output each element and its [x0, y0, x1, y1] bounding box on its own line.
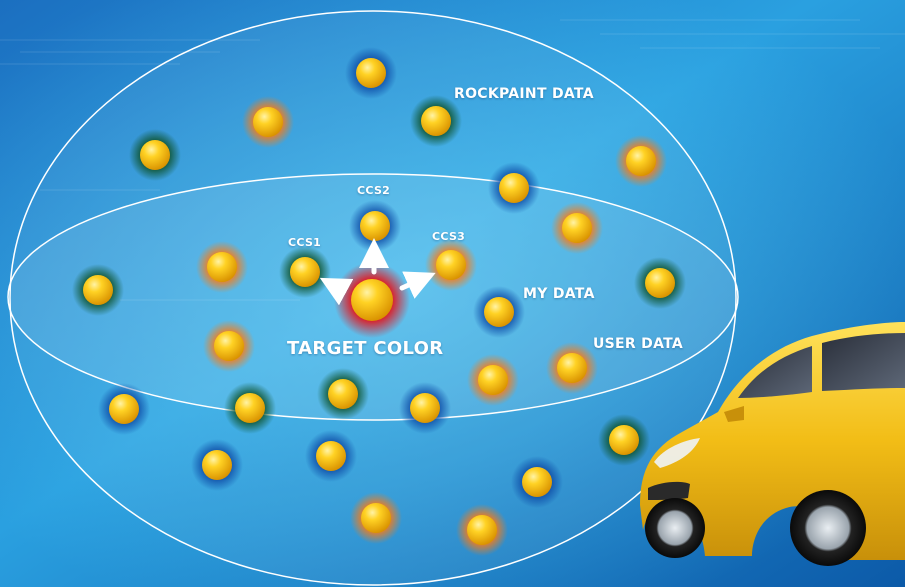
sphere-core: [356, 58, 386, 88]
orange-data-point: [615, 135, 667, 187]
sphere-core: [140, 140, 170, 170]
arrow-to-ccs3: [399, 271, 436, 299]
sphere-core: [253, 107, 283, 137]
green-data-point: [129, 129, 181, 181]
sphere-core: [484, 297, 514, 327]
sphere-core: [109, 394, 139, 424]
rockpaint-data-label: ROCKPAINT DATA: [454, 86, 594, 102]
sphere-core: [557, 353, 587, 383]
sphere-core: [522, 467, 552, 497]
car-grille: [648, 481, 690, 500]
sphere-core: [499, 173, 529, 203]
orange-data-point: [425, 239, 477, 291]
orange-data-point: [551, 202, 603, 254]
sphere-core: [609, 425, 639, 455]
sphere-core: [410, 393, 440, 423]
sphere-core: [626, 146, 656, 176]
green-data-point: [410, 95, 462, 147]
orange-data-point: [350, 492, 402, 544]
sphere-core: [328, 379, 358, 409]
sphere-core: [467, 515, 497, 545]
blue-data-point: [511, 456, 563, 508]
blue-data-point: [98, 383, 150, 435]
green-data-point: [317, 368, 369, 420]
sphere-core: [478, 365, 508, 395]
car-rear-wheel: [790, 490, 866, 566]
green-data-point: [279, 246, 331, 298]
background-texture: [0, 19, 905, 301]
sphere-core: [436, 250, 466, 280]
user-data-label: USER DATA: [593, 336, 684, 352]
blue-data-point: [488, 162, 540, 214]
sphere-core: [214, 331, 244, 361]
sphere-core: [202, 450, 232, 480]
orange-data-point: [546, 342, 598, 394]
car-illustration: [640, 322, 905, 566]
blue-data-point: [191, 439, 243, 491]
arrow-to-ccs1: [319, 277, 354, 306]
sphere-core: [360, 211, 390, 241]
orange-data-point: [456, 504, 508, 556]
orange-data-point: [196, 241, 248, 293]
ccs2-label: CCS2: [357, 184, 391, 197]
car-window-rear: [822, 333, 905, 391]
sphere-core: [83, 275, 113, 305]
sphere-core: [562, 213, 592, 243]
green-data-point: [72, 264, 124, 316]
ccs3-label: CCS3: [432, 230, 466, 243]
blue-data-point: [473, 286, 525, 338]
blue-data-point: [345, 47, 397, 99]
blue-data-point: [399, 382, 451, 434]
ccs-arrows: [319, 238, 436, 306]
car-front-wheel: [645, 498, 705, 558]
green-data-point: [598, 414, 650, 466]
sphere-core: [361, 503, 391, 533]
blue-data-point: [305, 430, 357, 482]
target-color-label: TARGET COLOR: [287, 338, 444, 359]
sphere-core: [421, 106, 451, 136]
orange-data-point: [203, 320, 255, 372]
sphere-core: [207, 252, 237, 282]
car-mirror: [724, 406, 744, 422]
car-window: [738, 346, 812, 398]
sphere-core: [316, 441, 346, 471]
my-data-label: MY DATA: [523, 286, 595, 302]
ccs1-label: CCS1: [288, 236, 322, 249]
orange-data-point: [467, 354, 519, 406]
green-data-point: [634, 257, 686, 309]
sphere-core: [645, 268, 675, 298]
orange-data-point: [242, 96, 294, 148]
sphere-core: [351, 279, 393, 321]
data-points: [72, 47, 686, 556]
sphere-core: [290, 257, 320, 287]
green-data-point: [224, 382, 276, 434]
blue-data-point: [349, 200, 401, 252]
car-headlight: [654, 438, 700, 468]
sphere-core: [235, 393, 265, 423]
